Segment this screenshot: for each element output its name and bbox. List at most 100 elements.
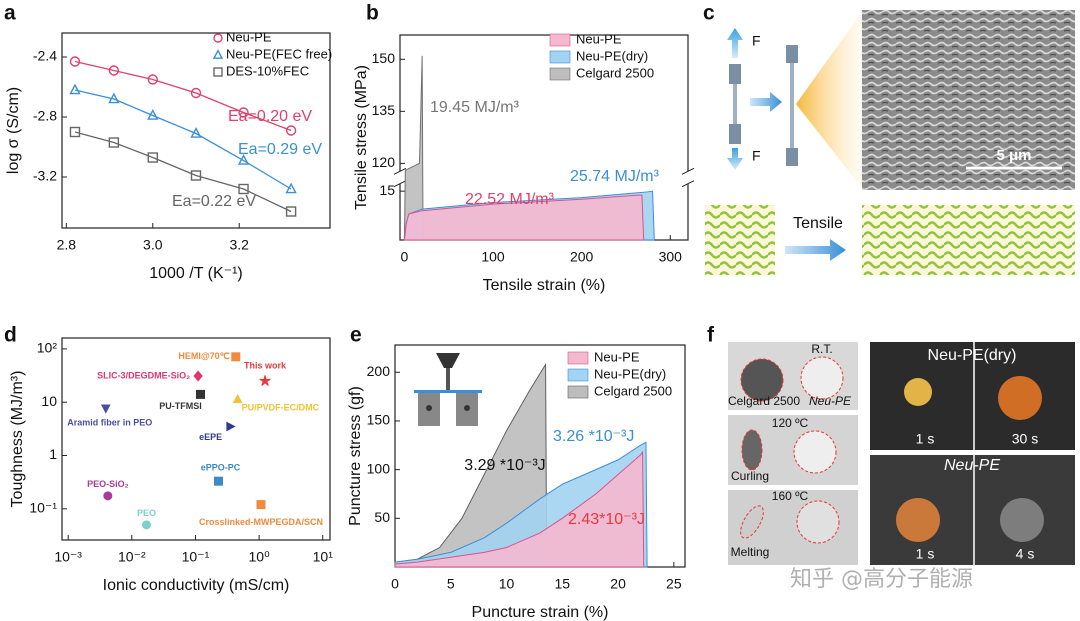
marker xyxy=(190,87,202,99)
arrow xyxy=(750,92,782,112)
y-tick-label: 200 xyxy=(367,363,391,379)
scale-bar-label: 5 μm xyxy=(996,147,1031,164)
annotation: Ea=0.20 eV xyxy=(228,108,312,125)
marker xyxy=(69,126,81,138)
legend-swatch xyxy=(567,351,589,365)
legend-marker xyxy=(213,67,223,77)
point-label: eEPE xyxy=(199,432,222,442)
y-tick-label: -3.2 xyxy=(33,168,57,184)
marker xyxy=(232,393,243,404)
marker xyxy=(285,206,297,217)
y-tick-label: 1 xyxy=(49,446,57,462)
photo-label: 1 s xyxy=(916,431,935,447)
y-axis-label: Puncture stress (gf) xyxy=(347,386,364,526)
marker xyxy=(195,389,205,399)
annotation: 19.45 MJ/m³ xyxy=(430,99,520,116)
sem-image xyxy=(862,10,1075,190)
specimen-grip xyxy=(729,124,741,144)
specimen-grip xyxy=(729,64,741,84)
annotation: 3.29 *10⁻³J xyxy=(464,457,545,474)
legend-marker xyxy=(212,49,224,59)
area xyxy=(394,450,645,568)
marker xyxy=(147,109,159,120)
force-arrow xyxy=(727,148,743,170)
x-tick-label: 10⁻² xyxy=(118,549,146,565)
arrow-label: Tensile xyxy=(793,215,843,232)
y-tick-label: -2.4 xyxy=(33,48,57,64)
photo-title: Neu-PE xyxy=(944,457,1000,474)
point-label: Aramid fiber in PEO xyxy=(67,418,152,428)
y-tick-label: 10⁻¹ xyxy=(29,500,57,516)
photo-label: Melting xyxy=(731,545,770,559)
area xyxy=(403,194,645,241)
puncture-fixture xyxy=(414,353,482,426)
legend-swatch xyxy=(549,50,571,64)
marker xyxy=(69,83,81,95)
plot-frame xyxy=(61,32,331,229)
sample xyxy=(800,356,844,400)
legend-swatch xyxy=(567,385,589,399)
photo-label: 120 ºC xyxy=(772,416,809,430)
photo-title: Neu-PE(dry) xyxy=(928,347,1017,364)
marker xyxy=(213,476,223,486)
legend-label: DES-10%FEC xyxy=(226,63,309,78)
series-line xyxy=(74,60,292,132)
x-tick-label: 10 xyxy=(499,576,515,592)
x-tick-label: 10⁻³ xyxy=(54,549,82,565)
panel-label: e xyxy=(350,324,362,347)
marker xyxy=(238,183,249,195)
network-after xyxy=(862,205,1075,275)
watermark: 知乎 @高分子能源 xyxy=(790,567,973,592)
marker xyxy=(190,170,202,181)
x-tick-label: 25 xyxy=(666,576,682,592)
sample xyxy=(793,430,837,474)
legend-label: Celgard 2500 xyxy=(576,65,654,80)
marker xyxy=(103,491,113,501)
force-label: F xyxy=(752,33,761,49)
legend-label: Neu-PE xyxy=(226,29,272,44)
panel-letters: a b c d e f xyxy=(4,2,715,347)
annotation: 3.26 *10⁻³J xyxy=(553,428,634,445)
axis-break-gap xyxy=(682,171,694,184)
marker xyxy=(147,74,158,85)
annotation: 2.43*10⁻³J xyxy=(568,511,645,528)
specimen xyxy=(733,84,737,124)
marker xyxy=(256,500,266,510)
panel-f: R.T. Celgard 2500 Neu-PE 120 ºC Curling … xyxy=(728,342,1075,565)
point-label: HEMI@70℃ xyxy=(178,351,229,361)
annotation: Ea=0.22 eV xyxy=(172,193,256,210)
y-tick-label: 150 xyxy=(372,50,396,66)
y-tick-label: 15 xyxy=(379,182,395,198)
point-label: PU/PVDF-EC/DMC xyxy=(242,403,320,413)
marker xyxy=(238,107,249,118)
x-axis-label: Tensile strain (%) xyxy=(483,277,606,294)
panel-label: a xyxy=(4,2,16,25)
y-axis-label: log σ (S/cm) xyxy=(5,87,22,174)
marker xyxy=(226,421,236,432)
x-tick-label: 15 xyxy=(555,576,571,592)
marker xyxy=(69,56,81,67)
point-label: ePPO-PC xyxy=(201,463,241,473)
photo-label: Celgard 2500 xyxy=(728,394,800,408)
x-tick-label: 20 xyxy=(610,576,626,592)
y-tick-label: 150 xyxy=(367,412,391,428)
legend-label: Neu-PE(dry) xyxy=(576,48,648,63)
marker xyxy=(259,375,271,386)
marker xyxy=(108,65,120,76)
axis-break xyxy=(681,180,695,188)
arrow xyxy=(785,239,846,261)
marker xyxy=(147,152,158,163)
x-axis-label: Ionic conductivity (mS/cm) xyxy=(103,577,290,594)
annotation: 22.52 MJ/m³ xyxy=(465,191,555,208)
marker xyxy=(108,92,120,104)
y-tick-label: 100 xyxy=(367,460,391,476)
legend-label: Neu-PE xyxy=(576,31,622,46)
x-tick-label: 0 xyxy=(391,576,399,592)
y-tick-label: 10 xyxy=(41,393,57,409)
x-tick-label: 2.8 xyxy=(57,237,77,253)
marker xyxy=(141,520,151,530)
marker xyxy=(285,182,297,194)
marker xyxy=(100,404,111,414)
